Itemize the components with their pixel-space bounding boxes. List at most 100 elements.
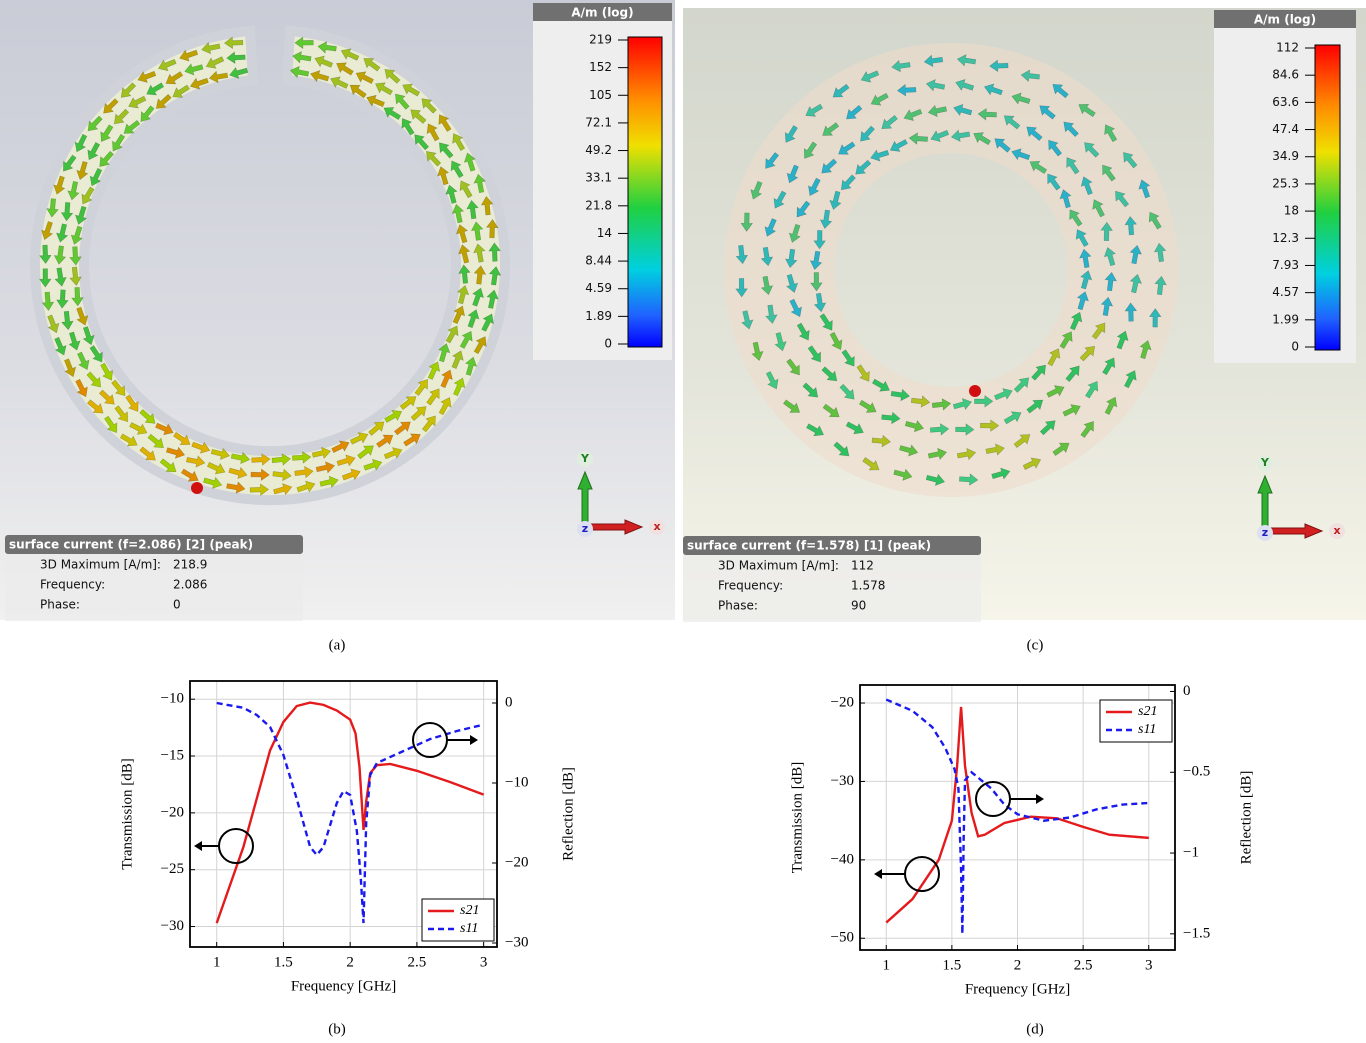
current-arrow xyxy=(903,108,923,122)
current-arrow xyxy=(1048,139,1063,157)
current-arrow xyxy=(764,218,777,237)
axis-letter: Y xyxy=(580,452,590,465)
current-arrow xyxy=(930,129,950,143)
current-arrow xyxy=(929,423,950,436)
annotation-arrowhead xyxy=(470,735,478,745)
current-arrow xyxy=(1104,271,1118,292)
y-tick-label: −20 xyxy=(161,804,184,820)
current-arrow xyxy=(86,371,102,388)
current-arrow xyxy=(956,54,977,67)
current-arrow xyxy=(394,421,411,436)
port xyxy=(191,482,203,494)
current-arrow xyxy=(89,345,103,363)
current-arrow xyxy=(796,322,810,341)
current-arrow xyxy=(840,174,856,191)
current-arrow xyxy=(1129,244,1142,265)
current-arrow xyxy=(821,366,838,382)
current-arrow xyxy=(740,212,754,232)
current-arrow xyxy=(750,180,763,200)
x-tick-label: 3 xyxy=(480,954,488,970)
current-arrow xyxy=(1062,404,1081,417)
current-arrow xyxy=(86,399,104,414)
current-arrow xyxy=(1059,189,1072,209)
current-arrow xyxy=(296,480,316,493)
current-arrow xyxy=(68,331,81,351)
info-title-bar xyxy=(5,535,303,554)
current-arrow xyxy=(330,76,349,89)
current-arrow xyxy=(140,105,155,122)
current-arrow xyxy=(1052,442,1070,457)
current-arrow xyxy=(38,268,52,288)
current-arrow xyxy=(410,109,427,124)
current-arrow xyxy=(99,150,114,167)
info-box xyxy=(683,554,981,622)
current-arrow xyxy=(223,36,244,50)
current-arrow xyxy=(128,95,147,109)
current-arrow xyxy=(184,63,204,76)
current-arrow xyxy=(1091,322,1106,340)
current-arrow xyxy=(765,304,778,324)
colorbar-label: 1.99 xyxy=(1272,312,1299,326)
current-arrow xyxy=(203,476,223,489)
info-title: surface current (f=1.578) [1] (peak) xyxy=(687,539,931,553)
current-arrow xyxy=(1011,148,1031,161)
current-arrow xyxy=(191,441,211,454)
current-arrow xyxy=(147,433,164,449)
current-arrow xyxy=(205,56,225,69)
series-line xyxy=(885,698,1149,934)
current-arrow xyxy=(1003,115,1021,130)
current-arrow xyxy=(1148,211,1162,230)
current-arrow xyxy=(230,451,251,465)
current-arrow xyxy=(806,423,825,437)
axis-letter: z xyxy=(582,522,588,535)
colorbar-label: 25.3 xyxy=(1272,176,1299,190)
current-arrow xyxy=(165,71,184,85)
current-arrow xyxy=(751,341,764,361)
current-arrow xyxy=(908,132,928,145)
current-arrow xyxy=(1065,365,1080,382)
current-arrow xyxy=(414,378,428,396)
info-value: 90 xyxy=(851,599,866,613)
y2-tick-label: −30 xyxy=(505,934,528,950)
colorbar-label: 49.2 xyxy=(585,143,612,157)
caption: (b) xyxy=(328,1021,346,1037)
current-arrow xyxy=(437,166,450,186)
current-arrow xyxy=(53,245,67,265)
current-arrow xyxy=(1129,273,1142,294)
y-tick-label: −10 xyxy=(161,691,184,707)
current-arrow xyxy=(950,129,971,142)
current-arrow xyxy=(336,454,356,467)
current-arrow xyxy=(994,388,1013,401)
current-arrow xyxy=(473,243,486,263)
current-arrow xyxy=(855,159,872,175)
current-arrow xyxy=(69,266,82,286)
current-arrow xyxy=(829,190,842,211)
current-arrow xyxy=(952,397,973,411)
current-arrow xyxy=(47,314,60,334)
current-arrow xyxy=(1080,176,1093,196)
current-arrow xyxy=(46,198,59,218)
current-arrow xyxy=(1138,179,1151,199)
current-arrow xyxy=(366,94,385,108)
legend-label: s11 xyxy=(1138,722,1156,737)
current-arrow xyxy=(229,66,249,80)
current-arrow xyxy=(774,332,787,352)
current-arrow xyxy=(473,336,487,355)
current-arrow xyxy=(1079,248,1092,269)
current-arrow xyxy=(54,267,67,287)
current-arrow xyxy=(860,125,875,142)
current-arrow xyxy=(426,123,440,142)
current-arrow xyxy=(1104,124,1118,143)
annotation-arrowhead xyxy=(874,869,882,879)
current-arrow xyxy=(249,483,270,496)
current-arrow xyxy=(472,287,485,307)
current-arrow xyxy=(881,411,901,425)
current-arrow xyxy=(1069,311,1083,331)
current-arrow xyxy=(955,423,975,436)
colorbar-label: 33.1 xyxy=(585,171,612,185)
current-arrow xyxy=(421,98,437,114)
current-arrow xyxy=(786,358,800,376)
current-arrow xyxy=(89,167,103,187)
current-arrow xyxy=(735,278,748,298)
current-arrow xyxy=(805,103,824,117)
